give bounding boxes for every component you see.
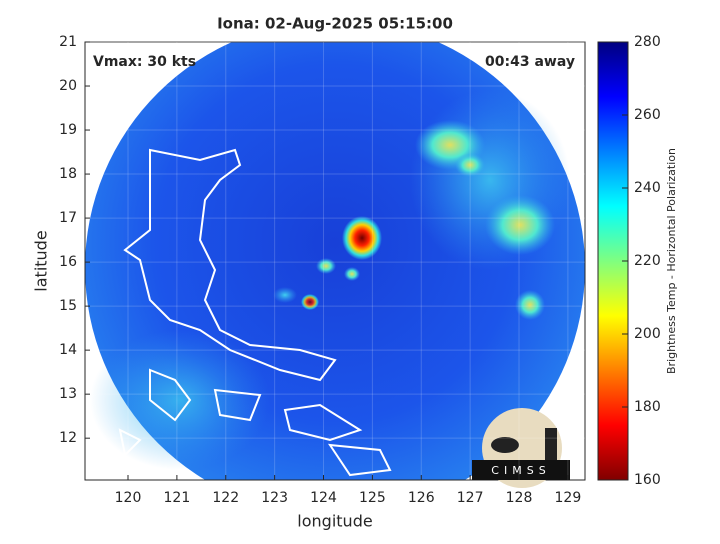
annotation: Vmax: 30 kts xyxy=(93,54,196,70)
x-tick-label: 124 xyxy=(310,490,337,506)
y-tick-label: 14 xyxy=(59,342,77,358)
colorbar-tick-label: 240 xyxy=(634,180,661,196)
x-tick-label: 121 xyxy=(164,490,191,506)
plot-frame xyxy=(84,41,586,481)
colorbar-tick-label: 160 xyxy=(634,472,661,488)
x-tick-label: 127 xyxy=(457,490,484,506)
colorbar-tick-label: 280 xyxy=(634,34,661,50)
satellite-image xyxy=(85,42,585,480)
colorbar-label: Brightness Temp - Horizontal Polarizatio… xyxy=(665,148,678,374)
logo: CIMSS xyxy=(472,408,570,488)
colorbar-tick-label: 220 xyxy=(634,253,661,269)
logo-text: CIMSS xyxy=(491,464,550,477)
x-tick-label: 122 xyxy=(212,490,239,506)
x-tick-label: 129 xyxy=(555,490,582,506)
y-axis-label: latitude xyxy=(32,230,51,291)
y-tick-label: 17 xyxy=(59,210,77,226)
x-tick-label: 128 xyxy=(506,490,533,506)
y-tick-label: 15 xyxy=(59,298,77,314)
y-tick-label: 12 xyxy=(59,430,77,446)
y-tick-label: 21 xyxy=(59,34,77,50)
x-axis-label: longitude xyxy=(297,512,372,531)
y-tick-label: 20 xyxy=(59,78,77,94)
y-tick-label: 13 xyxy=(59,386,77,402)
y-tick-label: 19 xyxy=(59,122,77,138)
x-tick-label: 120 xyxy=(115,490,142,506)
y-tick-label: 18 xyxy=(59,166,77,182)
colorbar-tick-label: 260 xyxy=(634,107,661,123)
x-tick-label: 126 xyxy=(408,490,435,506)
y-tick-label: 16 xyxy=(59,254,77,270)
annotation: 00:43 away xyxy=(485,54,575,70)
x-tick-label: 123 xyxy=(261,490,288,506)
x-tick-label: 125 xyxy=(359,490,386,506)
chart-title: Iona: 02-Aug-2025 05:15:00 xyxy=(217,15,453,33)
colorbar-tick-label: 200 xyxy=(634,326,661,342)
colorbar-tick-label: 180 xyxy=(634,399,661,415)
